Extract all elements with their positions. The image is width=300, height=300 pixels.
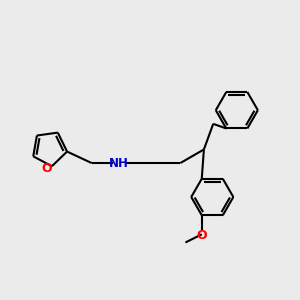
Text: O: O	[41, 162, 52, 175]
Text: O: O	[196, 229, 207, 242]
Text: NH: NH	[109, 157, 129, 169]
